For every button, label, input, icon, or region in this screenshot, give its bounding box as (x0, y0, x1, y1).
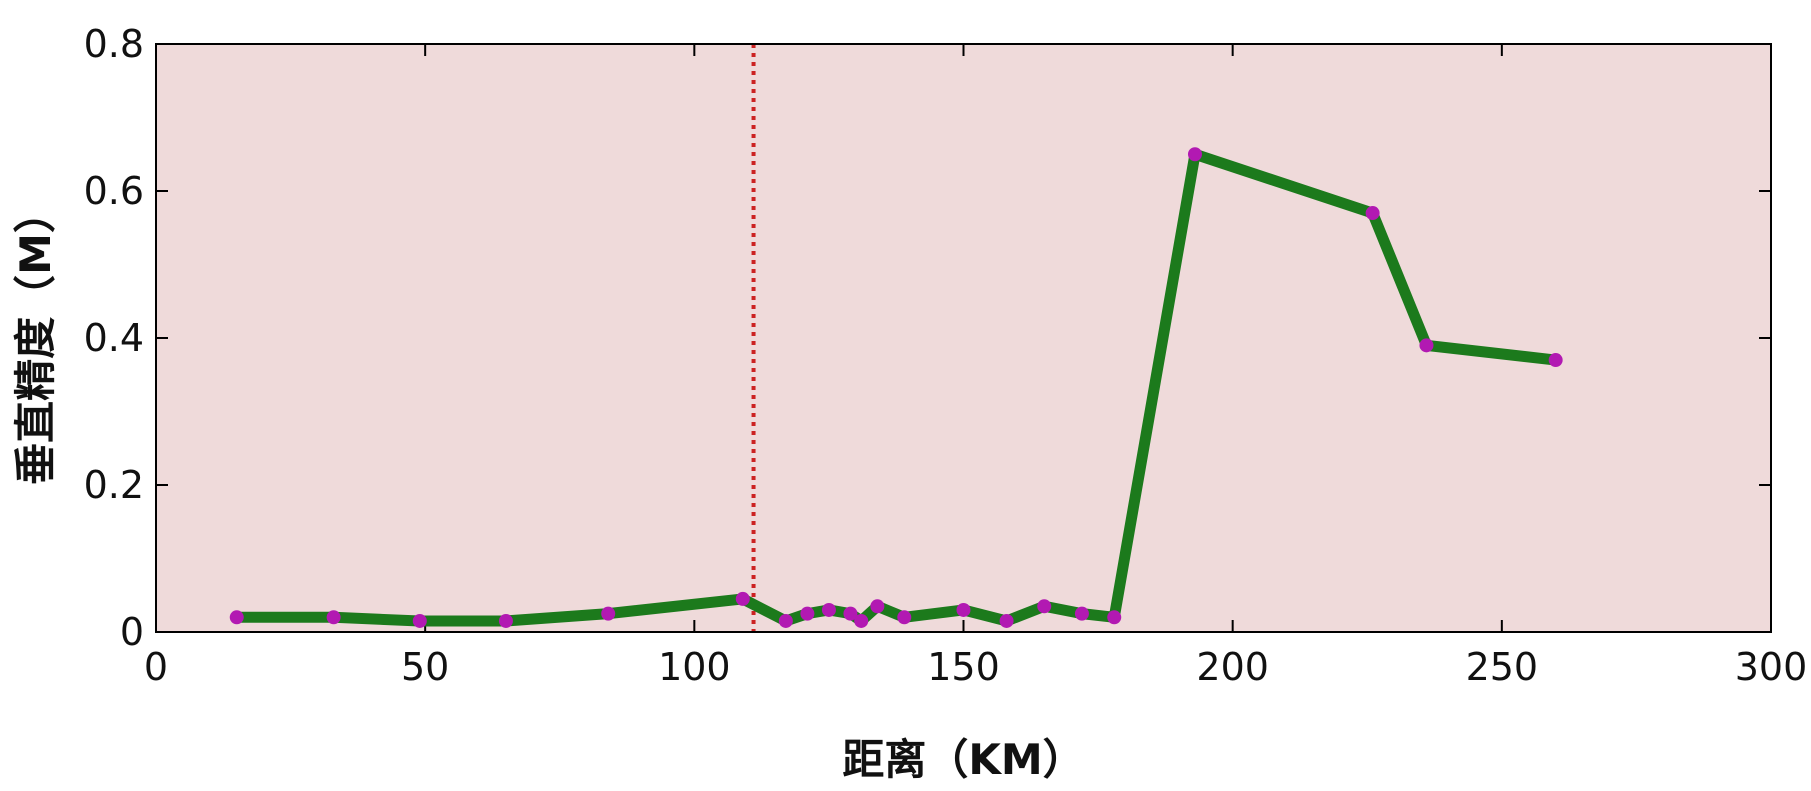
series-group (229, 147, 1563, 628)
y-tick-label: 0.8 (84, 22, 144, 66)
data-point (897, 610, 912, 625)
y-tick-labels: 0 0.2 0.4 0.6 0.8 (84, 22, 144, 654)
data-point (956, 602, 971, 617)
y-axis-label: 垂直精度（M） (11, 191, 60, 485)
x-tick-label: 100 (658, 645, 731, 689)
y-tick-label: 0 (120, 610, 144, 654)
x-tick-label: 300 (1735, 645, 1808, 689)
series-line (236, 148, 1557, 627)
data-point (412, 613, 427, 628)
y-tick-label: 0.2 (84, 463, 144, 507)
data-point (326, 610, 341, 625)
data-point (1187, 147, 1202, 162)
x-tick-label: 50 (401, 645, 449, 689)
x-tick-label: 150 (927, 645, 1000, 689)
x-tick-label: 200 (1196, 645, 1269, 689)
data-point (1074, 606, 1089, 621)
data-point (1419, 338, 1434, 353)
data-point (498, 613, 513, 628)
data-point (854, 613, 869, 628)
data-point (999, 613, 1014, 628)
data-point (843, 606, 858, 621)
data-point (735, 591, 750, 606)
x-tick-label: 0 (144, 645, 168, 689)
data-point (229, 610, 244, 625)
x-tick-label: 250 (1466, 645, 1539, 689)
x-axis-label: 距离（KM） (842, 735, 1084, 784)
x-tick-labels: 0 50 100 150 200 250 300 (144, 645, 1807, 689)
plot-area-background (156, 44, 1771, 632)
plot-frame (155, 43, 1772, 633)
data-point (601, 606, 616, 621)
data-point (821, 602, 836, 617)
data-point (778, 613, 793, 628)
data-point (1107, 610, 1122, 625)
data-point (1548, 353, 1563, 368)
y-tick-label: 0.6 (84, 169, 144, 213)
data-point (1365, 206, 1380, 221)
y-tick-label: 0.4 (84, 316, 144, 360)
data-point (800, 606, 815, 621)
data-point (870, 599, 885, 614)
data-point (1037, 599, 1052, 614)
